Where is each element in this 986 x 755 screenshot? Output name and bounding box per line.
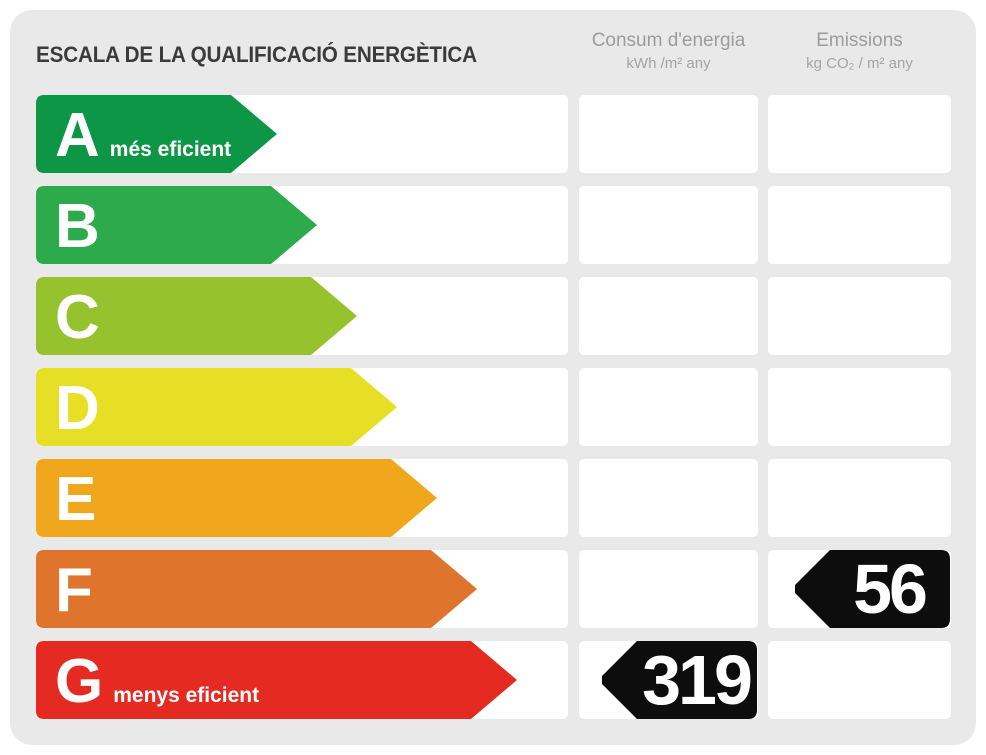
rating-arrow-f: F xyxy=(36,550,477,628)
rating-label-a: més eficient xyxy=(109,138,232,161)
consum-cell-g: 319 xyxy=(579,641,758,719)
scale-band-c: C xyxy=(36,277,568,355)
rating-row-f: F 56 xyxy=(36,550,951,628)
consum-cell-d xyxy=(579,368,758,446)
emissions-cell-b xyxy=(768,186,951,264)
emissions-cell-c xyxy=(768,277,951,355)
emissions-cell-d xyxy=(768,368,951,446)
rating-row-e: E xyxy=(36,459,951,537)
rating-arrow-text-c: C xyxy=(55,287,100,349)
scale-band-b: B xyxy=(36,186,568,264)
rating-arrow-text-e: E xyxy=(55,469,96,531)
consum-cell-b xyxy=(579,186,758,264)
column-header-consum: Consum d'energia kWh /m² any xyxy=(579,26,758,72)
emissions-cell-f: 56 xyxy=(768,550,951,628)
rating-letter-b: B xyxy=(55,192,100,261)
rating-row-c: C xyxy=(36,277,951,355)
rating-arrow-text-d: D xyxy=(55,378,100,440)
rating-letter-a: A xyxy=(55,101,100,170)
emissions-value: 56 xyxy=(853,550,928,628)
emissions-cell-g xyxy=(768,641,951,719)
rating-arrow-text-f: F xyxy=(55,560,93,622)
consum-cell-c xyxy=(579,277,758,355)
rating-arrow-d: D xyxy=(36,368,397,446)
consum-column-unit: kWh /m² any xyxy=(626,54,711,72)
header: ESCALA DE LA QUALIFICACIÓ ENERGÈTICA Con… xyxy=(10,10,976,72)
page-title: ESCALA DE LA QUALIFICACIÓ ENERGÈTICA xyxy=(36,41,477,67)
rating-arrow-e: E xyxy=(36,459,437,537)
consum-value: 319 xyxy=(642,641,753,719)
rating-letter-c: C xyxy=(55,283,100,352)
rating-letter-f: F xyxy=(55,556,93,625)
scale-band-d: D xyxy=(36,368,568,446)
rating-letter-g: G xyxy=(55,647,104,716)
rating-letter-d: D xyxy=(55,374,100,443)
energy-rating-panel: ESCALA DE LA QUALIFICACIÓ ENERGÈTICA Con… xyxy=(10,10,976,745)
scale-band-e: E xyxy=(36,459,568,537)
rating-arrow-b: B xyxy=(36,186,317,264)
emissions-value-arrow: 56 xyxy=(794,550,950,628)
column-header-emissions: Emissions kg CO₂ / m² any xyxy=(768,26,951,72)
rating-row-d: D xyxy=(36,368,951,446)
rating-row-b: B xyxy=(36,186,951,264)
scale-band-f: F xyxy=(36,550,568,628)
consum-cell-a xyxy=(579,95,758,173)
rating-arrow-text-b: B xyxy=(55,196,100,258)
rating-label-g: menys eficient xyxy=(113,684,260,707)
rating-letter-e: E xyxy=(55,465,97,534)
consum-cell-f xyxy=(579,550,758,628)
consum-cell-e xyxy=(579,459,758,537)
emissions-column-unit: kg CO₂ / m² any xyxy=(806,54,913,72)
emissions-cell-a xyxy=(768,95,951,173)
emissions-column-title: Emissions xyxy=(816,30,903,51)
consum-column-title: Consum d'energia xyxy=(591,30,746,51)
rating-arrow-c: C xyxy=(36,277,357,355)
emissions-cell-e xyxy=(768,459,951,537)
consum-value-arrow: 319 xyxy=(601,641,757,719)
